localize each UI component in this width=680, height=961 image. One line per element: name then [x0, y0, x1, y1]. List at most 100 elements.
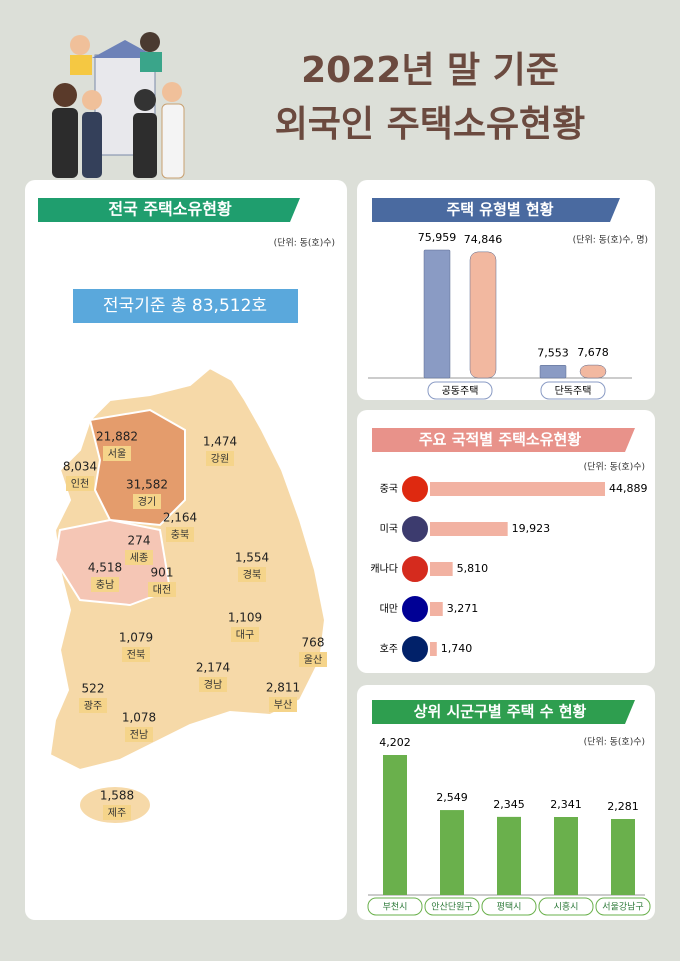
- region-tag: [91, 577, 119, 592]
- value-label: 2,549: [436, 791, 468, 804]
- total-box: [73, 289, 298, 323]
- flag: [400, 634, 430, 664]
- region-value: 31,582: [126, 478, 168, 492]
- map: [48, 366, 327, 823]
- bar: [579, 364, 607, 379]
- region-value: 2,174: [196, 661, 230, 675]
- region-value: 1,079: [119, 631, 153, 645]
- y-tick-label: 캐나다: [370, 563, 398, 575]
- x-tick-label: 평택시: [497, 902, 522, 913]
- unit-note: (단위: 동(호)수): [584, 737, 645, 748]
- illustration: [52, 32, 185, 179]
- bar: [430, 522, 508, 536]
- region-tag: [206, 451, 234, 466]
- region-value: 1,554: [235, 551, 269, 565]
- region-value: 2,164: [163, 511, 197, 525]
- x-tick-label: 안산단원구: [431, 902, 472, 913]
- heading-banner: [372, 700, 635, 724]
- region-tag: [79, 698, 107, 713]
- value-label: 75,959: [418, 231, 457, 244]
- region-tag: [122, 647, 150, 662]
- region-tag: [103, 805, 131, 820]
- region-tag: [133, 494, 161, 509]
- region-value: 4,518: [88, 561, 122, 575]
- region-value: 274: [128, 534, 151, 548]
- region-name: 부산: [274, 699, 292, 711]
- region-value: 1,109: [228, 611, 262, 625]
- bar: [469, 251, 497, 379]
- region-value: 1,078: [122, 711, 156, 725]
- value-label: 74,846: [464, 233, 503, 246]
- value-label: 7,678: [577, 346, 609, 359]
- x-tick-label: 단독주택: [555, 385, 592, 397]
- region-value: 1,588: [100, 789, 134, 803]
- region-value: 1,474: [203, 435, 237, 449]
- region-value: 8,034: [63, 460, 97, 474]
- heading: 상위 시군구별 주택 수 현황: [414, 703, 587, 721]
- region-value: 522: [82, 682, 105, 696]
- region-name: 강원: [211, 453, 229, 465]
- region-name: 전남: [130, 729, 148, 741]
- region-name: 경북: [243, 568, 261, 581]
- value-label: 7,553: [537, 346, 569, 359]
- region-value: 768: [302, 636, 325, 650]
- region-tag: [238, 567, 266, 582]
- heading: 주요 국적별 주택소유현황: [419, 431, 581, 449]
- y-tick-label: 미국: [380, 523, 398, 535]
- bar: [430, 642, 437, 656]
- value-label: 2,341: [550, 798, 582, 811]
- x-tick-label: 부천시: [383, 902, 408, 913]
- region-name: 인천: [71, 478, 89, 490]
- bar: [611, 819, 635, 895]
- region-tag: [125, 727, 153, 742]
- heading: 주택 유형별 현황: [446, 201, 553, 219]
- region-name: 전북: [127, 649, 145, 661]
- region-value: 901: [151, 566, 174, 580]
- region-tag: [231, 627, 259, 642]
- region-name: 경기: [138, 495, 156, 508]
- region-name: 서울: [108, 448, 126, 460]
- region-tag: [199, 677, 227, 692]
- y-tick-label: 호주: [380, 643, 398, 655]
- bar: [497, 816, 521, 895]
- value-label: 5,810: [457, 562, 489, 575]
- x-tick-label: 시흥시: [554, 901, 579, 913]
- flag: [400, 594, 430, 624]
- value-label: 4,202: [379, 736, 411, 749]
- region-name: 세종: [130, 552, 148, 564]
- region-name: 울산: [304, 654, 322, 666]
- category-tag: [427, 381, 493, 400]
- panel: [357, 685, 655, 920]
- value-label: 19,923: [512, 522, 551, 535]
- bar: [430, 482, 605, 496]
- region-tag: [166, 527, 194, 542]
- region-value: 21,882: [96, 430, 138, 444]
- title-line: 2022년 말 기준: [301, 50, 559, 91]
- bar: [539, 365, 567, 379]
- category-tag: [540, 381, 606, 400]
- heading-banner: [372, 198, 620, 222]
- category-tag: [367, 897, 423, 916]
- region-name: 충남: [96, 579, 114, 591]
- category-tag: [538, 897, 594, 916]
- bar: [440, 810, 464, 895]
- category-tag: [595, 897, 651, 916]
- region-tag: [66, 476, 94, 491]
- region-value: 2,811: [266, 681, 300, 695]
- unit-note: (단위: 동(호)수, 명): [573, 235, 648, 246]
- region-name: 제주: [108, 807, 126, 819]
- value-label: 2,345: [493, 798, 525, 811]
- heading-banner: [372, 428, 635, 452]
- value-label: 1,740: [441, 642, 473, 655]
- value-label: 2,281: [607, 800, 639, 813]
- region-tag: [103, 446, 131, 461]
- heading: 전국 주택소유현황: [108, 200, 232, 219]
- unit-note: (단위: 동(호)수): [584, 462, 645, 473]
- flag: [400, 554, 430, 584]
- region-tag: [299, 652, 327, 667]
- bar: [383, 755, 407, 895]
- region-name: 광주: [84, 700, 102, 712]
- region-name: 충북: [171, 529, 189, 541]
